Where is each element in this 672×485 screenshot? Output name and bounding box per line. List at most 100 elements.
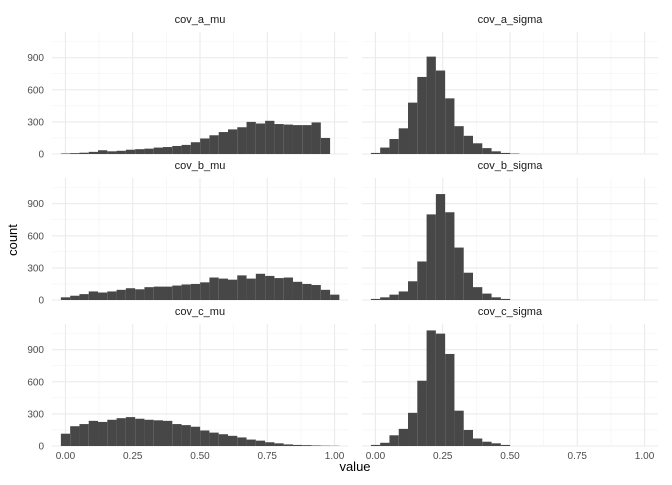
histogram-bar [126, 288, 135, 300]
histogram-bar [209, 135, 218, 154]
histogram-bar [501, 445, 510, 446]
histogram-bar [89, 421, 98, 446]
facet-title: cov_b_mu [175, 160, 226, 172]
x-tick-label: 0.25 [123, 451, 143, 462]
histogram-bar [274, 443, 283, 446]
histogram-bar [312, 122, 321, 154]
histogram-bar [61, 153, 70, 154]
histogram-bar [89, 291, 98, 300]
histogram-bar [191, 142, 200, 154]
histogram-bar [98, 293, 107, 300]
histogram-bar [389, 435, 398, 446]
histogram-bar [256, 441, 265, 446]
histogram-bar [219, 279, 228, 300]
histogram-bar [265, 276, 274, 300]
histogram-bar [163, 287, 172, 300]
facet-title: cov_a_mu [175, 14, 226, 26]
y-tick-label: 300 [27, 117, 44, 128]
y-axis-title: count [5, 224, 20, 256]
histogram-bar [482, 442, 491, 446]
histogram-bar [321, 290, 330, 300]
histogram-bar [492, 443, 501, 446]
histogram-bar [501, 299, 510, 300]
histogram-bar [126, 417, 135, 446]
histogram-bar [172, 146, 181, 154]
histogram-bar [154, 148, 163, 154]
histogram-bar [182, 284, 191, 300]
y-tick-label: 0 [38, 296, 44, 307]
facet-panel-cov_a_sigma: cov_a_sigma [362, 14, 658, 154]
histogram-bar [464, 273, 473, 300]
histogram-bar [408, 413, 417, 446]
histogram-bar [473, 439, 482, 446]
histogram-bar [107, 420, 116, 446]
histogram-bar [492, 151, 501, 154]
x-tick-label: 1.00 [635, 451, 655, 462]
histogram-bar [371, 445, 380, 446]
histogram-bar [482, 294, 491, 300]
histogram-bar [464, 430, 473, 446]
histogram-bar [427, 214, 436, 300]
histogram-bar [247, 122, 256, 154]
histogram-bar [501, 153, 510, 154]
y-tick-label: 300 [27, 263, 44, 274]
histogram-bar [389, 139, 398, 154]
histogram-bar [445, 98, 454, 154]
histogram-bar [380, 148, 389, 154]
histogram-bar [247, 279, 256, 300]
x-tick-label: 0.00 [56, 451, 76, 462]
histogram-bar [473, 287, 482, 300]
histogram-bar [154, 287, 163, 300]
histogram-bar [399, 429, 408, 446]
histogram-bar [182, 425, 191, 446]
histogram-bar [70, 296, 79, 300]
histogram-bar [445, 212, 454, 300]
facet-title: cov_c_sigma [478, 306, 543, 318]
histogram-bar [321, 138, 330, 154]
histogram-bar [209, 278, 218, 300]
histogram-bar [200, 282, 209, 300]
histogram-bar [61, 297, 70, 300]
histogram-bar [417, 77, 426, 154]
histogram-bar [473, 143, 482, 154]
histogram-bar [417, 381, 426, 446]
histogram-bar [408, 103, 417, 154]
histogram-bar [154, 420, 163, 446]
histogram-bar [172, 424, 181, 446]
histogram-bar [237, 437, 246, 446]
histogram-bar [135, 289, 144, 300]
histogram-bar [209, 433, 218, 446]
histogram-bar [144, 149, 153, 154]
facet-title: cov_a_sigma [478, 14, 544, 26]
histogram-bar [70, 426, 79, 446]
histogram-bar [163, 421, 172, 446]
histogram-bar [302, 445, 311, 446]
histogram-bar [408, 281, 417, 300]
histogram-bar [265, 121, 274, 154]
histogram-bar [117, 151, 126, 154]
histogram-bar [172, 286, 181, 300]
histogram-bar [219, 434, 228, 446]
histogram-bar [237, 127, 246, 154]
histogram-bar [98, 150, 107, 154]
histogram-bar [312, 445, 321, 446]
histogram-bar [200, 430, 209, 446]
histogram-bar [98, 422, 107, 446]
histogram-bar [302, 284, 311, 300]
y-tick-label: 300 [27, 409, 44, 420]
histogram-bar [436, 71, 445, 154]
histogram-bar [284, 444, 293, 446]
x-tick-label: 0.75 [568, 451, 588, 462]
y-tick-label: 900 [27, 53, 44, 64]
x-axis-title: value [339, 459, 370, 474]
histogram-bar [107, 151, 116, 154]
y-tick-label: 900 [27, 345, 44, 356]
histogram-bar [293, 445, 302, 446]
histogram-bar [417, 261, 426, 300]
histogram-bar [482, 148, 491, 154]
histogram-bar [380, 443, 389, 446]
